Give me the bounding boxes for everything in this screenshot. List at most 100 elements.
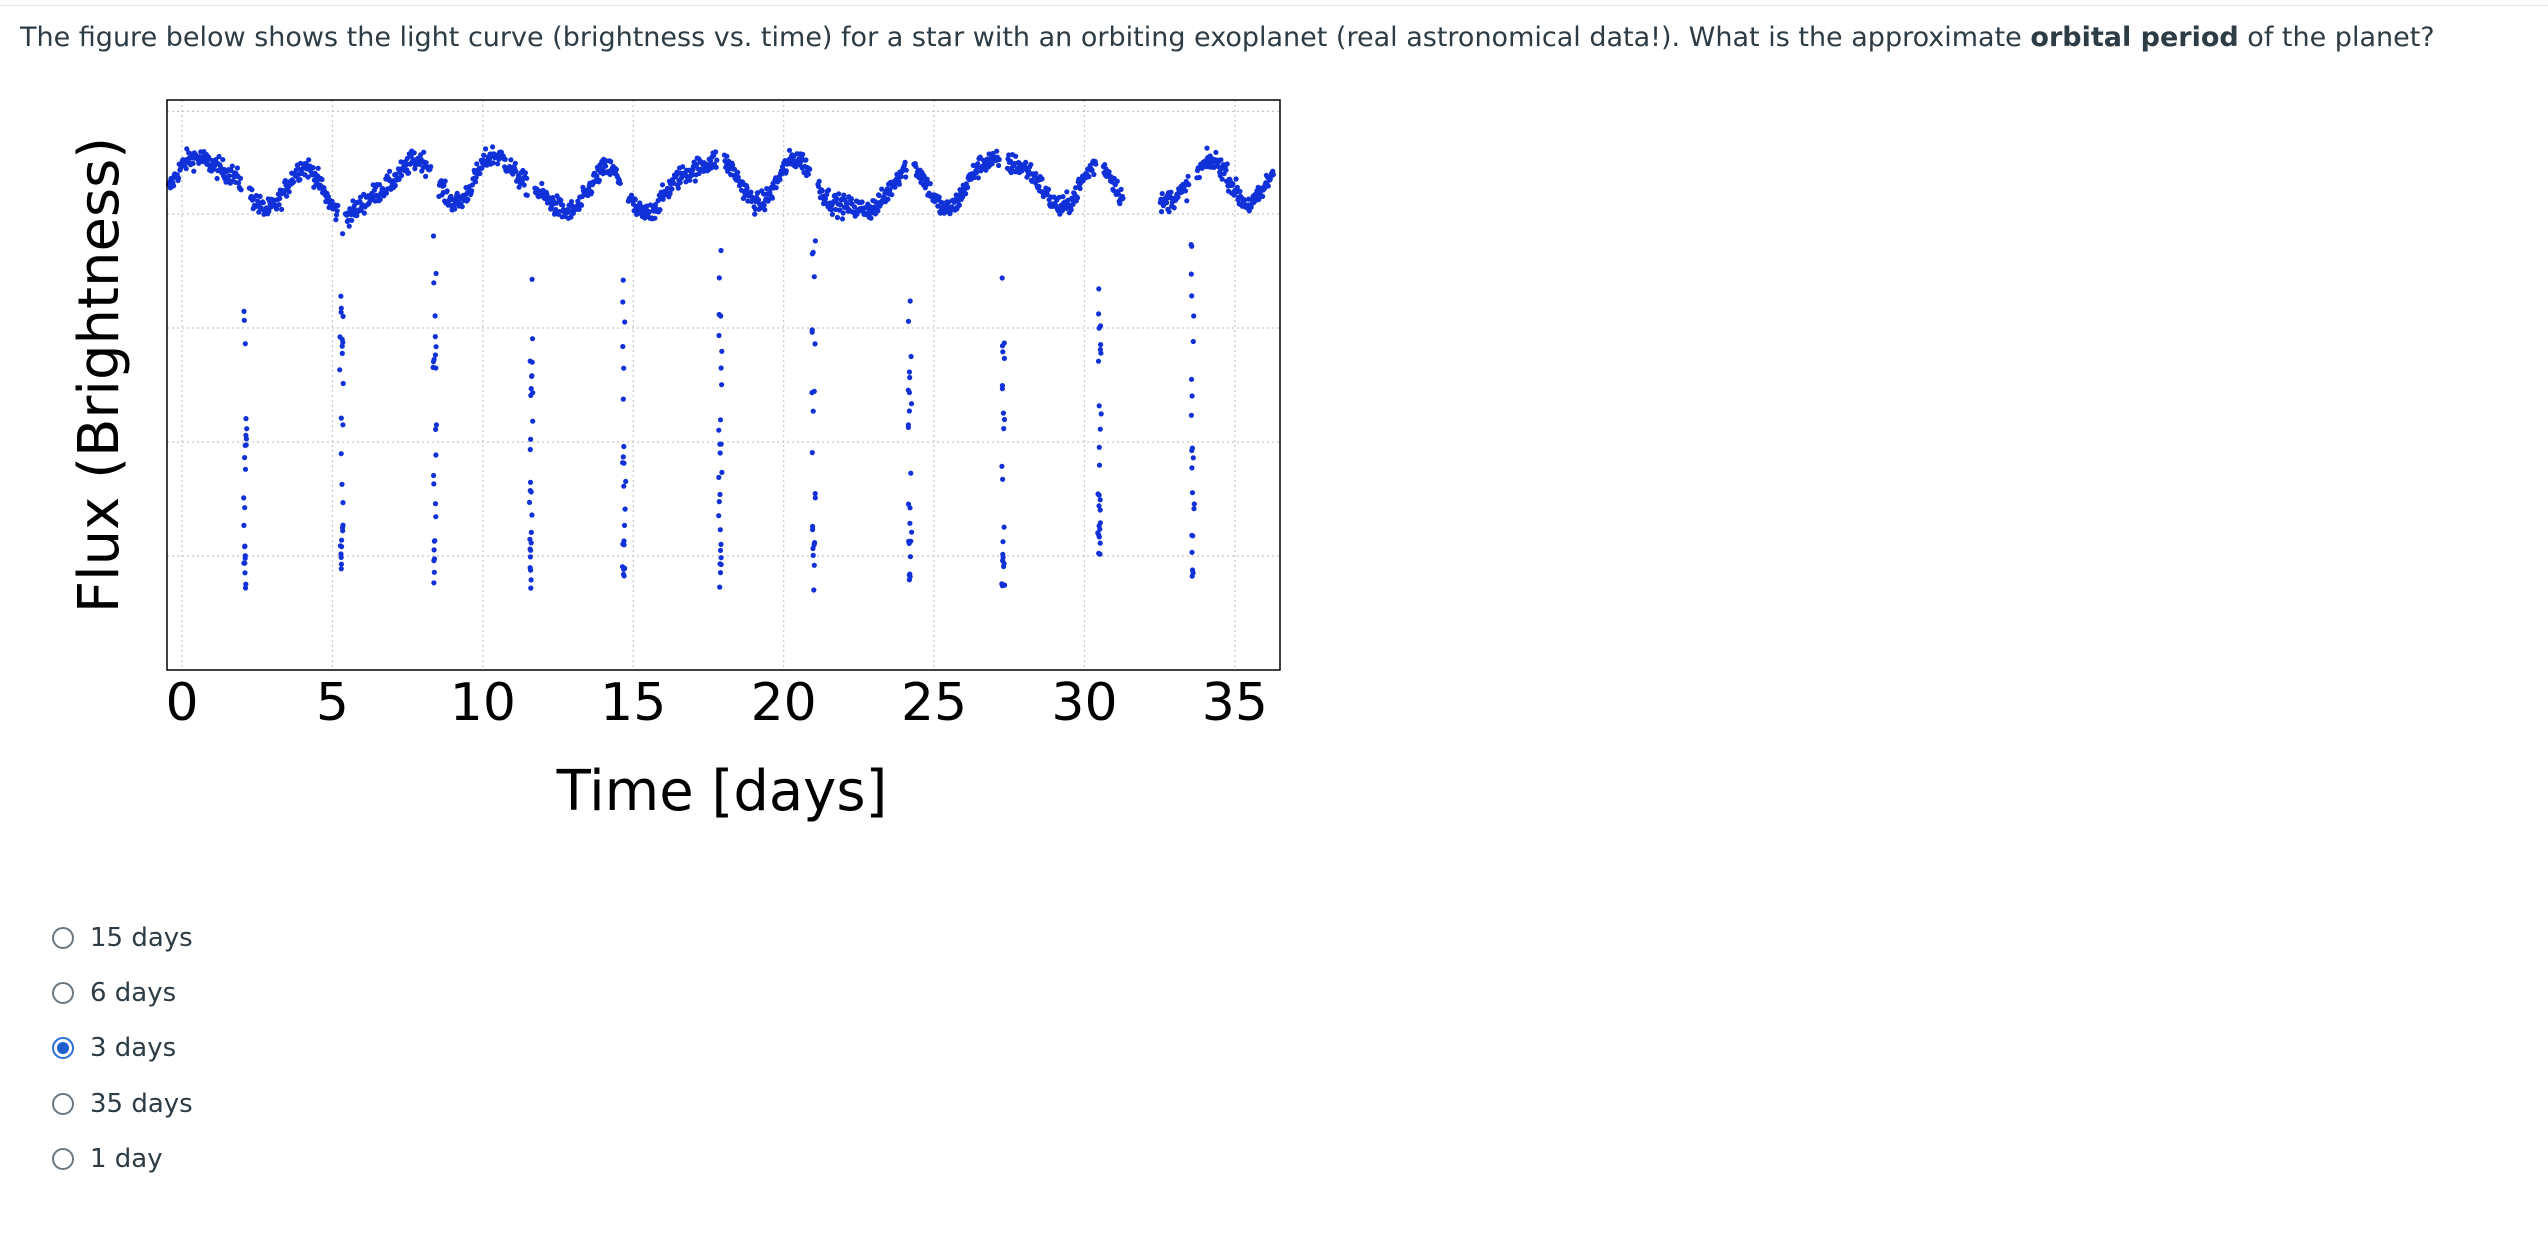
data-point	[1164, 200, 1170, 206]
data-point	[812, 540, 818, 546]
data-point	[428, 164, 434, 170]
plot-frame	[166, 99, 1281, 671]
data-point	[716, 332, 722, 339]
data-point	[1074, 195, 1081, 201]
data-point	[472, 179, 479, 185]
data-point	[335, 202, 341, 209]
data-point	[361, 210, 367, 216]
data-point	[1033, 171, 1039, 177]
option-15-days[interactable]: 15 days	[52, 918, 193, 958]
data-point	[241, 308, 247, 314]
data-point	[339, 481, 345, 487]
data-point	[927, 181, 933, 187]
data-point	[226, 173, 232, 179]
data-point	[1188, 412, 1194, 418]
data-point	[752, 206, 759, 212]
data-point	[1120, 195, 1126, 201]
data-point	[1230, 181, 1236, 187]
data-point	[1001, 355, 1008, 361]
data-point	[716, 499, 722, 505]
data-point	[1219, 176, 1225, 182]
data-point	[608, 159, 614, 165]
data-point	[459, 204, 465, 210]
data-point	[810, 249, 816, 255]
data-point	[965, 184, 971, 190]
data-point	[244, 426, 250, 432]
data-point	[621, 443, 627, 450]
data-point	[752, 211, 758, 217]
data-point	[996, 162, 1002, 169]
data-point	[1265, 183, 1271, 189]
data-point	[716, 474, 722, 480]
data-point	[903, 174, 909, 180]
data-point	[340, 528, 346, 534]
option-3-days[interactable]: 3 days	[52, 1028, 176, 1068]
data-point	[249, 187, 255, 193]
data-point	[241, 522, 247, 528]
data-point	[319, 176, 325, 183]
radio-3-days[interactable]	[52, 1037, 74, 1059]
x-axis-label: Time [days]	[556, 759, 888, 824]
light-curve-figure: 0 5 10 15 20 25 30 35 Time [days] Flux (Brightnes…	[0, 90, 1300, 850]
data-point	[1091, 171, 1097, 178]
data-point	[229, 163, 235, 169]
data-point	[383, 190, 389, 196]
data-point	[713, 164, 719, 170]
data-point	[906, 577, 913, 583]
data-point	[1189, 447, 1195, 454]
data-point	[1097, 540, 1103, 546]
option-6-days[interactable]: 6 days	[52, 973, 176, 1013]
data-point	[986, 151, 992, 157]
data-point	[680, 164, 686, 170]
data-point	[477, 170, 483, 177]
radio-15-days[interactable]	[52, 927, 74, 949]
radio-35-days[interactable]	[52, 1093, 74, 1115]
data-point	[1166, 209, 1172, 215]
data-point	[622, 319, 628, 325]
data-point	[1188, 271, 1194, 277]
data-point	[908, 353, 914, 360]
data-point	[906, 369, 913, 375]
data-point	[430, 359, 437, 365]
data-point	[906, 408, 913, 414]
data-point	[719, 382, 725, 388]
data-point	[184, 146, 190, 152]
data-point	[512, 160, 518, 166]
data-point	[183, 166, 189, 172]
data-point	[999, 343, 1006, 349]
radio-6-days[interactable]	[52, 982, 74, 1004]
y-axis-label: Flux (Brightness)	[67, 137, 132, 613]
data-point	[731, 166, 738, 172]
data-point	[735, 169, 741, 175]
data-point	[568, 214, 574, 220]
data-point	[677, 180, 683, 186]
data-point	[432, 538, 438, 544]
data-point	[903, 167, 909, 173]
data-point	[717, 527, 723, 533]
data-point	[502, 156, 508, 162]
option-35-days[interactable]: 35 days	[52, 1084, 193, 1124]
data-point	[632, 197, 638, 203]
x-tick-label: 30	[1051, 673, 1117, 733]
option-1-day[interactable]: 1 day	[52, 1139, 163, 1179]
data-point	[1189, 549, 1195, 555]
radio-1-day[interactable]	[52, 1148, 74, 1170]
data-point	[228, 167, 234, 174]
data-point	[851, 204, 858, 210]
data-point	[589, 189, 595, 195]
data-point	[777, 177, 783, 183]
data-point	[936, 194, 942, 200]
data-point	[522, 170, 529, 176]
data-point	[433, 270, 439, 277]
data-point	[811, 274, 817, 280]
data-point	[840, 210, 846, 216]
data-point	[411, 150, 417, 156]
data-point	[735, 174, 741, 180]
data-point	[876, 192, 882, 199]
data-point	[430, 364, 436, 370]
data-point	[539, 180, 545, 187]
data-point	[1184, 198, 1190, 204]
data-point	[613, 166, 620, 173]
data-point	[527, 446, 533, 453]
data-point	[621, 566, 627, 572]
